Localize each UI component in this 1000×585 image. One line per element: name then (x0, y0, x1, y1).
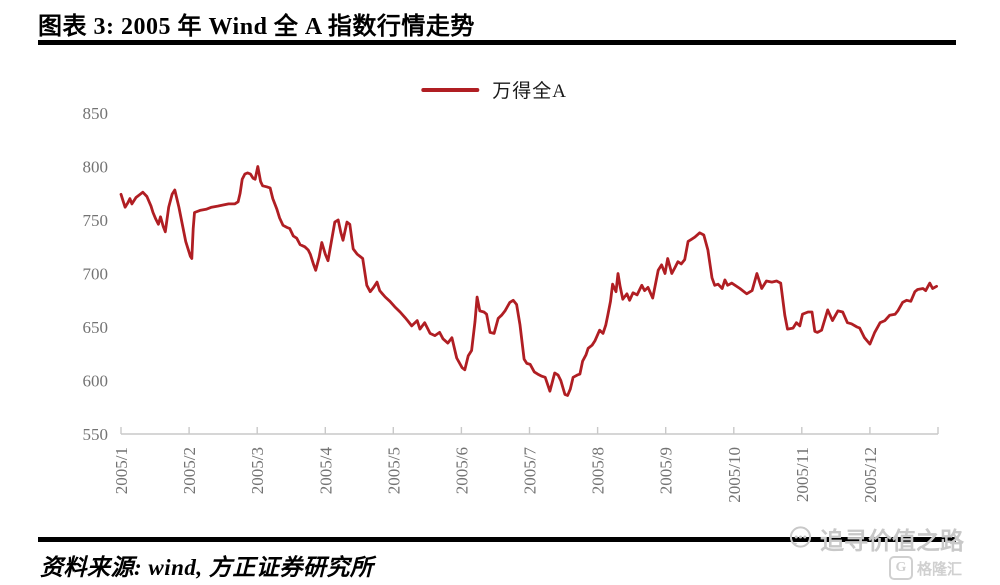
gelonghui-logo-icon: G (888, 556, 913, 580)
y-tick-label: 600 (83, 372, 109, 391)
legend-line-swatch (421, 87, 480, 92)
gelonghui-logo: G 格隆汇 (888, 556, 962, 580)
x-tick-label: 2005/10 (725, 447, 744, 503)
y-tick-label: 550 (83, 425, 109, 444)
x-tick-label: 2005/8 (589, 447, 608, 494)
x-tick-label: 2005/11 (793, 447, 812, 502)
watermark: 追寻价值之路 (787, 521, 964, 556)
legend-label: 万得全A (492, 81, 568, 102)
x-tick-label: 2005/1 (112, 447, 131, 494)
x-axis (120, 427, 939, 435)
y-tick-label: 750 (83, 211, 109, 230)
legend: 万得全A (421, 76, 567, 103)
x-tick-label: 2005/3 (248, 447, 267, 494)
source-note: 资料来源: wind, 方正证券研究所 (40, 555, 374, 580)
x-tick-label: 2005/2 (180, 447, 199, 494)
gelonghui-label: 格隆汇 (916, 561, 962, 578)
figure-title: 图表 3: 2005 年 Wind 全 A 指数行情走势 (38, 14, 475, 40)
series-line (119, 165, 938, 397)
x-tick-label: 2005/5 (384, 447, 403, 494)
x-tick-label: 2005/12 (861, 447, 880, 503)
y-tick-label: 650 (83, 318, 109, 337)
y-tick-label: 800 (83, 158, 109, 177)
x-tick-label: 2005/7 (521, 447, 540, 495)
y-tick-label: 700 (83, 265, 109, 284)
title-rule (38, 40, 956, 45)
x-tick-label: 2005/6 (452, 447, 471, 494)
x-tick-label: 2005/9 (657, 447, 676, 494)
wechat-smiley-icon (787, 525, 814, 552)
watermark-text: 追寻价值之路 (820, 529, 964, 555)
y-tick-label: 850 (83, 104, 109, 123)
x-tick-label: 2005/4 (316, 447, 335, 495)
footer-rule (38, 537, 956, 542)
